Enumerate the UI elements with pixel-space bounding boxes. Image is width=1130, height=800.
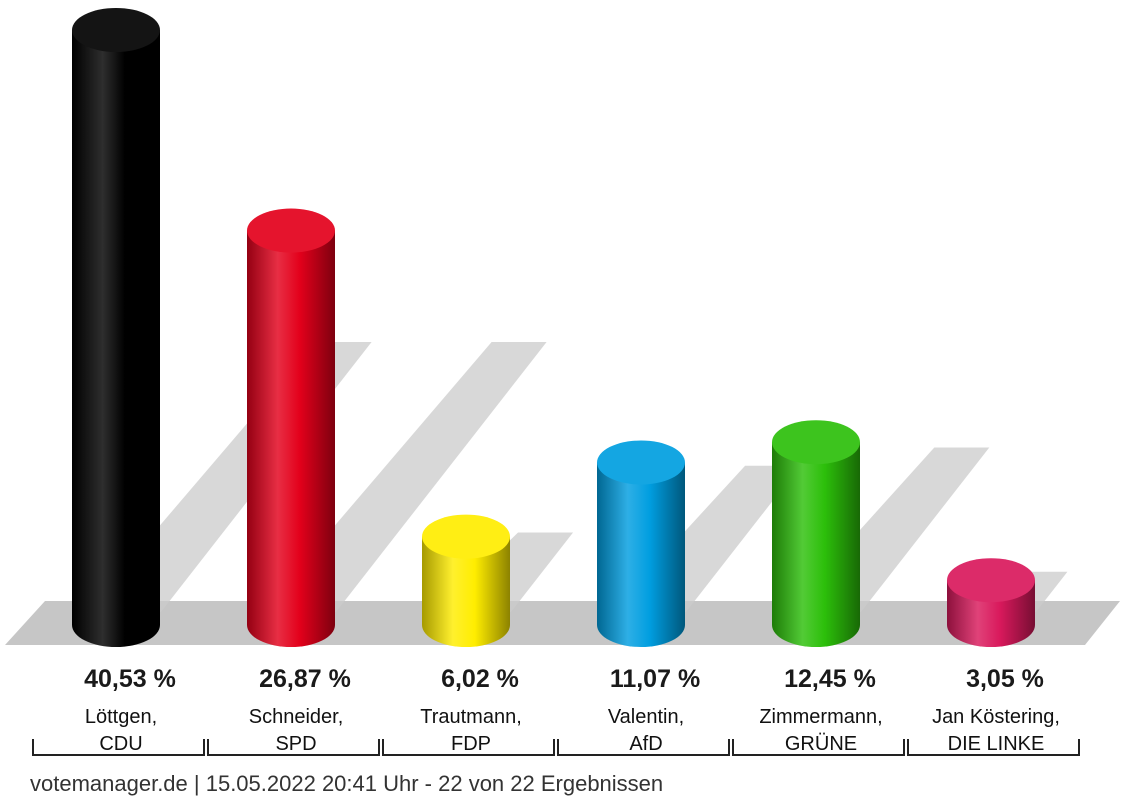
- bar-shadows: [86, 342, 1068, 612]
- label-bracket: [732, 739, 905, 756]
- label-bracket: [907, 739, 1080, 756]
- bar-0: [72, 8, 160, 647]
- label-bracket: [207, 739, 380, 756]
- bar-top: [422, 514, 510, 559]
- candidate-name: Trautmann,: [420, 706, 522, 728]
- candidate-name: Valentin,: [608, 706, 684, 728]
- candidate-labels: Löttgen, CDU Schneider, SPD Trautmann, FDP Val…: [85, 706, 1060, 755]
- bar-top: [72, 8, 160, 52]
- percent-label: 12,45 %: [784, 665, 876, 693]
- footer-source-text: votemanager.de | 15.05.2022 20:41 Uhr - …: [30, 771, 663, 796]
- bar-body: [247, 230, 335, 647]
- bar-1: [247, 208, 335, 647]
- bar-5: [947, 558, 1035, 647]
- percent-label: 3,05 %: [966, 665, 1044, 693]
- percent-label: 40,53 %: [84, 665, 176, 693]
- candidate-party: GRÜNE: [785, 733, 857, 755]
- label-bracket: [382, 739, 555, 756]
- bar-top: [772, 420, 860, 465]
- bar-3: [597, 440, 685, 647]
- bar-body: [422, 536, 510, 647]
- percent-labels: 40,53 % 26,87 % 6,02 % 11,07 % 12,45 % 3,05 %: [84, 665, 1044, 693]
- candidate-party: DIE LINKE: [948, 733, 1045, 755]
- bar-4: [772, 420, 860, 647]
- bar-body: [597, 462, 685, 647]
- candidate-party: AfD: [629, 733, 662, 755]
- percent-label: 6,02 %: [441, 665, 519, 693]
- label-brackets: [32, 739, 1080, 756]
- bar-top: [947, 558, 1035, 603]
- candidate-party: FDP: [451, 733, 491, 755]
- label-bracket: [32, 739, 205, 756]
- candidate-name: Zimmermann,: [759, 706, 882, 728]
- candidate-party: CDU: [99, 733, 142, 755]
- bar-body: [72, 30, 160, 647]
- bar-top: [597, 440, 685, 485]
- candidate-name: Schneider,: [249, 706, 344, 728]
- bars: [72, 8, 1035, 647]
- label-bracket: [557, 739, 730, 756]
- bar-2: [422, 514, 510, 647]
- bar-top: [247, 208, 335, 253]
- candidate-party: SPD: [275, 733, 316, 755]
- bar-body: [772, 442, 860, 647]
- candidate-name: Löttgen,: [85, 706, 157, 728]
- percent-label: 26,87 %: [259, 665, 351, 693]
- percent-label: 11,07 %: [610, 665, 700, 693]
- candidate-name: Jan Köstering,: [932, 706, 1060, 728]
